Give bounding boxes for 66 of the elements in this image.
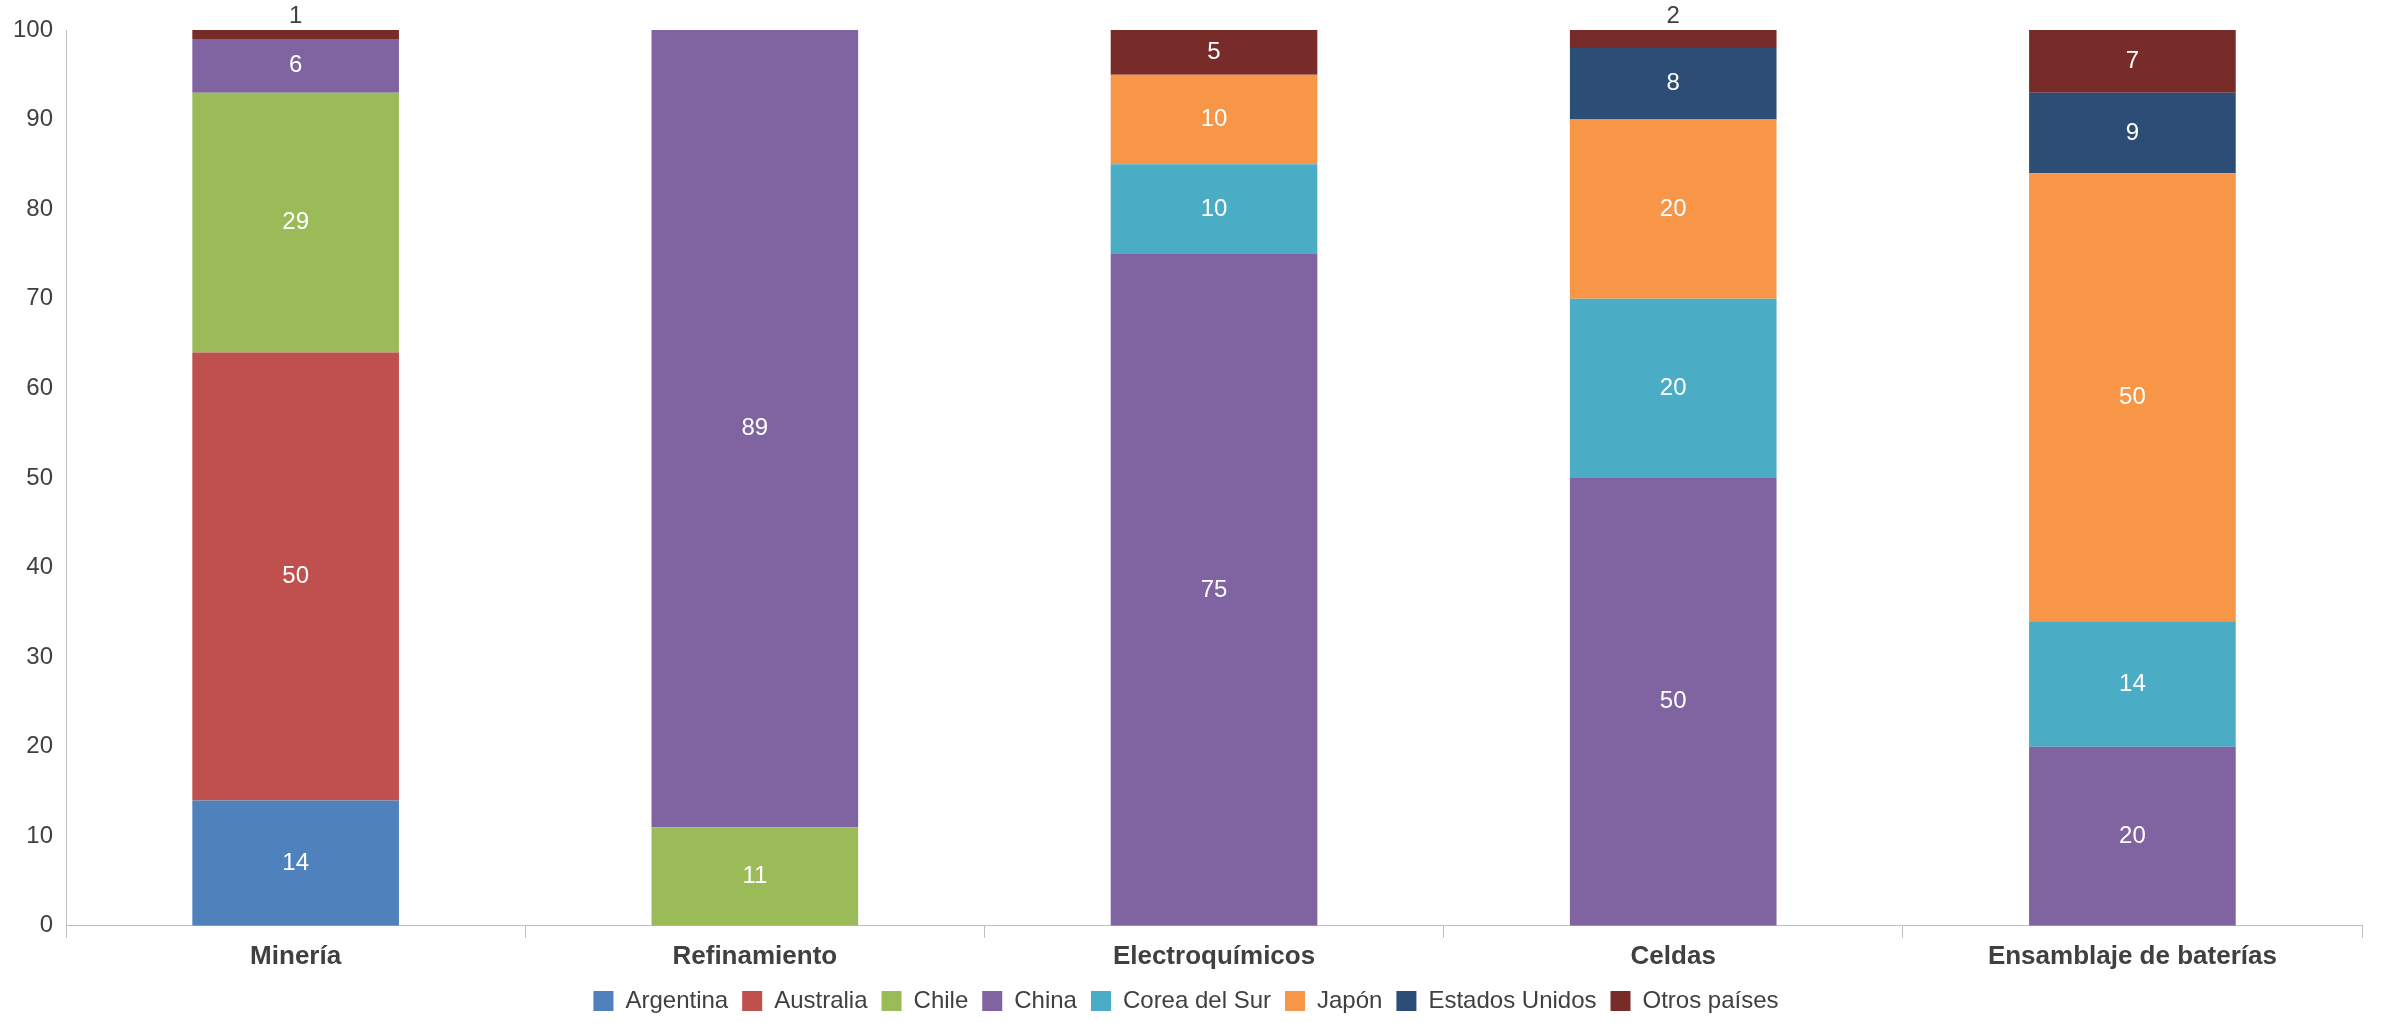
legend-label: Australia <box>774 985 869 1013</box>
bar <box>2029 30 2236 93</box>
data-label: 14 <box>2119 668 2146 696</box>
bar <box>1569 298 1777 478</box>
y-tick-label: 50 <box>26 462 54 490</box>
legend-label: Corea del Sur <box>1122 985 1272 1013</box>
data-label: 29 <box>282 207 309 235</box>
data-label: 11 <box>742 861 768 889</box>
y-tick-label: 40 <box>26 552 54 580</box>
y-tick-label: 10 <box>26 820 54 848</box>
bar <box>192 92 399 353</box>
x-tick-label: Electroquímicos <box>1112 939 1316 970</box>
legend-label: Argentina <box>625 985 729 1013</box>
bar <box>192 800 399 926</box>
bar <box>1569 477 1777 926</box>
bar <box>651 30 859 828</box>
bar <box>1110 30 1318 75</box>
bar <box>192 38 399 93</box>
y-tick-label: 90 <box>26 104 54 132</box>
data-label: 50 <box>2119 381 2146 409</box>
bar <box>1569 30 1777 48</box>
data-label: 20 <box>1659 193 1687 221</box>
bar <box>1569 119 1777 299</box>
x-tick-label: Celdas <box>1630 939 1716 970</box>
data-label: 50 <box>282 561 309 589</box>
y-tick-label: 80 <box>26 193 54 221</box>
data-label: 9 <box>2125 117 2140 145</box>
bar <box>2029 92 2236 174</box>
y-tick-label: 100 <box>13 14 54 42</box>
bar <box>192 352 399 801</box>
legend-label: Otros países <box>1642 985 1779 1013</box>
data-label: 10 <box>1200 193 1228 221</box>
data-label: 7 <box>2125 45 2140 73</box>
bar <box>2029 621 2236 747</box>
data-label: 2 <box>1666 0 1680 28</box>
data-label: 10 <box>1200 104 1228 132</box>
legend-label: Japón <box>1317 985 1383 1013</box>
data-label: 50 <box>1659 686 1687 714</box>
y-tick-label: 0 <box>39 910 54 938</box>
bar <box>2029 173 2236 622</box>
legend-label: Chile <box>913 985 969 1013</box>
bar <box>2029 746 2236 926</box>
data-label: 20 <box>1659 372 1687 400</box>
data-label: 14 <box>282 847 309 875</box>
x-tick-label: Refinamiento <box>672 939 838 970</box>
data-label: 89 <box>741 413 769 441</box>
y-tick-label: 60 <box>26 372 54 400</box>
y-tick-label: 20 <box>26 731 54 759</box>
bar <box>1110 74 1318 165</box>
data-label: 75 <box>1200 574 1228 602</box>
legend-label: China <box>1014 985 1078 1013</box>
y-tick-label: 30 <box>26 641 54 669</box>
bar <box>1110 253 1318 926</box>
bar <box>1569 47 1777 120</box>
data-label: 20 <box>2119 820 2146 848</box>
y-tick-label: 70 <box>26 283 54 311</box>
data-label: 5 <box>1207 37 1221 65</box>
legend-label: Estados Unidos <box>1428 985 1597 1013</box>
bar <box>651 827 859 926</box>
x-tick-label: Minería <box>250 939 342 970</box>
bar <box>192 30 399 39</box>
data-label: 6 <box>288 50 303 78</box>
bar <box>1110 164 1318 254</box>
x-tick-label: Ensamblaje de baterías <box>1987 939 2277 970</box>
data-label: 1 <box>288 0 303 28</box>
data-label: 8 <box>1666 68 1680 96</box>
